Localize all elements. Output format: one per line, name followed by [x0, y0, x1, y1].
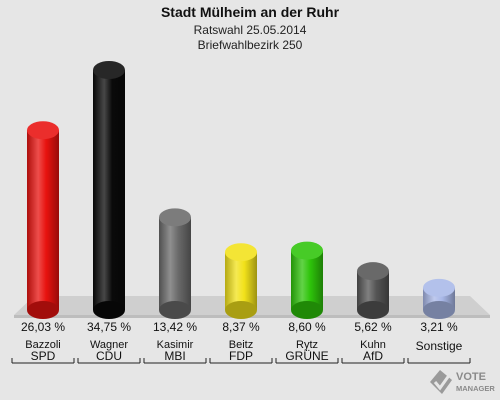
bar-base-6	[423, 301, 455, 319]
candidate-label: Wagner	[90, 339, 128, 351]
bar-top-4	[291, 241, 323, 260]
bar-base-1	[93, 301, 125, 319]
value-label: 26,03 %	[21, 320, 65, 334]
bar-top-5	[357, 262, 389, 281]
bar-grüne	[291, 250, 323, 310]
bar-mbi	[159, 217, 191, 310]
bar-top-0	[27, 121, 59, 140]
bar-base-0	[27, 301, 59, 319]
vote-manager-logo: VOTE MANAGER	[430, 370, 495, 394]
value-label: 34,75 %	[87, 320, 131, 334]
party-label: MBI	[164, 349, 185, 363]
bar-cdu	[93, 70, 125, 310]
watermark-line2: MANAGER	[456, 384, 495, 393]
bar-base-3	[225, 301, 257, 319]
chart-title: Stadt Mülheim an der Ruhr	[160, 4, 340, 20]
ballot-check-icon	[430, 370, 452, 394]
bar-top-1	[93, 61, 125, 79]
bar-base-5	[357, 301, 389, 319]
candidate-label: Beitz	[229, 339, 253, 351]
value-label: 8,60 %	[288, 320, 326, 334]
watermark-line1: VOTE	[456, 371, 486, 383]
bar-top-3	[225, 243, 257, 262]
party-label: SPD	[31, 349, 56, 363]
candidate-label: Rytz	[296, 339, 318, 351]
party-label: CDU	[96, 349, 122, 363]
party-label: Sonstige	[416, 339, 463, 353]
candidate-label: Kuhn	[360, 339, 386, 351]
bar-top-2	[159, 208, 191, 227]
value-label: 8,37 %	[222, 320, 260, 334]
party-label: FDP	[229, 349, 253, 363]
bar-spd	[27, 130, 59, 310]
value-label: 3,21 %	[420, 320, 458, 334]
chart-subtitle-district: Briefwahlbezirk 250	[197, 38, 303, 52]
bar-base-2	[159, 301, 191, 319]
candidate-label: Bazzoli	[25, 339, 60, 351]
party-label: AfD	[363, 349, 383, 363]
value-label: 13,42 %	[153, 320, 197, 334]
bar-fdp	[225, 252, 257, 310]
candidate-label: Kasimir	[157, 339, 194, 351]
bar-top-6	[423, 278, 455, 297]
value-label: 5,62 %	[354, 320, 392, 334]
chart-subtitle-date: Ratswahl 25.05.2014	[193, 23, 307, 37]
bar-base-4	[291, 301, 323, 319]
party-label: GRÜNE	[285, 349, 328, 363]
